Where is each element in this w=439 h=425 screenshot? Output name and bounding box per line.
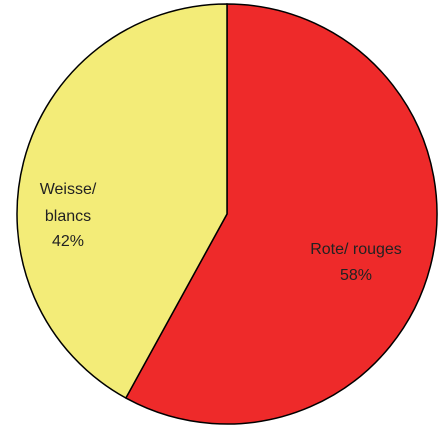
pie-slice bbox=[16, 3, 228, 400]
slice-label: Rote/ rouges bbox=[310, 241, 402, 258]
pie-slice bbox=[124, 3, 438, 425]
slice-label: Weisse/blancs bbox=[40, 181, 97, 225]
value-label: 42% bbox=[52, 233, 84, 250]
value-label: 58% bbox=[340, 267, 372, 284]
